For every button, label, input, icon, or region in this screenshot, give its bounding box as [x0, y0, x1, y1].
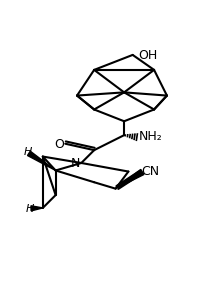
Text: O: O: [54, 138, 64, 151]
Text: NH₂: NH₂: [139, 130, 163, 143]
Text: CN: CN: [141, 165, 159, 178]
Polygon shape: [31, 206, 43, 211]
Polygon shape: [116, 169, 144, 189]
Text: N: N: [71, 157, 80, 170]
Polygon shape: [28, 151, 56, 170]
Text: H: H: [24, 147, 32, 157]
Text: OH: OH: [138, 49, 157, 62]
Text: H: H: [26, 204, 34, 214]
